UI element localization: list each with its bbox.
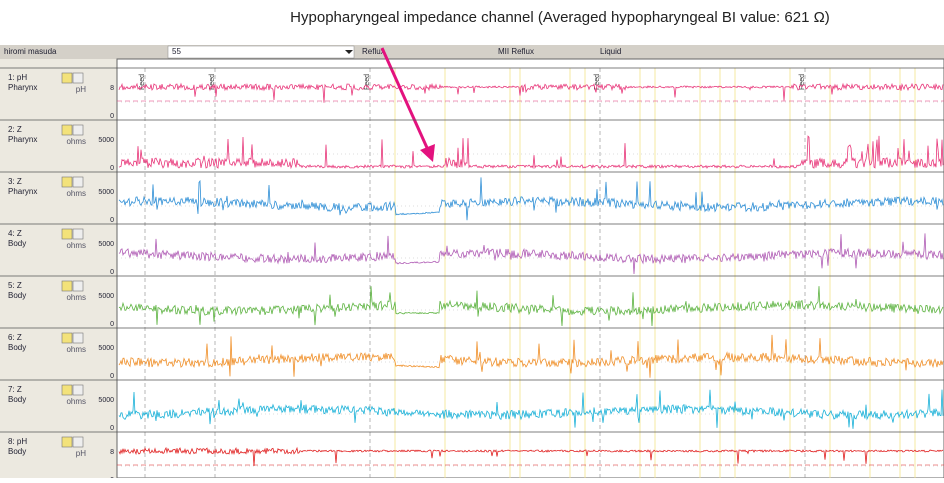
channel-label: 2: Z: [8, 125, 22, 134]
field-value: 55: [172, 47, 181, 56]
feed-label: Feed: [139, 74, 146, 90]
channel-unit: pH: [76, 449, 86, 458]
scale-min: 0: [110, 269, 114, 276]
channel-unit: pH: [76, 85, 86, 94]
feed-label: Feed: [209, 74, 216, 90]
channel-site: Body: [8, 291, 26, 300]
waveform: [118, 177, 944, 221]
arrow-shaft: [380, 47, 430, 151]
channel-icon[interactable]: [61, 72, 73, 84]
dropdown-arrow[interactable]: [345, 50, 353, 54]
channel-site: Pharynx: [8, 83, 37, 92]
channel-site: Body: [8, 239, 26, 248]
waveform: [118, 82, 944, 103]
channel-label: 3: Z: [8, 177, 22, 186]
channel-label: 6: Z: [8, 333, 22, 342]
scale-min: 0: [110, 217, 114, 224]
liquid-label: Liquid: [600, 47, 621, 56]
waveform: [118, 233, 944, 275]
channel-unit: ohms: [66, 397, 86, 406]
channel-button[interactable]: [72, 124, 84, 136]
channel-icon[interactable]: [61, 436, 73, 448]
channel-icon[interactable]: [61, 384, 73, 396]
channel-icon[interactable]: [61, 124, 73, 136]
channel-button[interactable]: [72, 176, 84, 188]
scale-max: 5000: [98, 241, 114, 248]
channel-site: Body: [8, 447, 26, 456]
scale-max: 5000: [98, 293, 114, 300]
channel-label: 1: pH: [8, 73, 27, 82]
channel-label: 5: Z: [8, 281, 22, 290]
arrow-head: [420, 144, 435, 162]
channel-unit: ohms: [66, 241, 86, 250]
scale-max: 8: [110, 85, 114, 92]
waveform: [118, 389, 944, 429]
channel-site: Pharynx: [8, 135, 37, 144]
channel-icon[interactable]: [61, 280, 73, 292]
scale-max: 5000: [98, 137, 114, 144]
waveform: [118, 446, 944, 467]
header-bar: [0, 45, 944, 59]
channel-icon[interactable]: [61, 176, 73, 188]
annotation: Hypopharyngeal impedance channel (Averag…: [290, 9, 830, 26]
channel-label: 4: Z: [8, 229, 22, 238]
scale-min: 0: [110, 113, 114, 120]
channel-label: 7: Z: [8, 385, 22, 394]
waveform: [118, 334, 944, 378]
patient-name: hiromi masuda: [4, 47, 57, 56]
channel-button[interactable]: [72, 332, 84, 344]
channel-unit: ohms: [66, 345, 86, 354]
reflux-label: Reflux: [362, 47, 385, 56]
feed-label: Feed: [799, 74, 806, 90]
channel-unit: ohms: [66, 293, 86, 302]
channel-unit: ohms: [66, 137, 86, 146]
channel-label: 8: pH: [8, 437, 27, 446]
channel-button[interactable]: [72, 72, 84, 84]
scale-min: 0: [110, 425, 114, 432]
channel-site: Body: [8, 395, 26, 404]
channel-site: Pharynx: [8, 187, 37, 196]
scale-max: 5000: [98, 345, 114, 352]
field-box[interactable]: [167, 45, 355, 59]
channel-icon[interactable]: [61, 332, 73, 344]
channel-site: Body: [8, 343, 26, 352]
scale-min: 0: [110, 165, 114, 172]
channel-button[interactable]: [72, 384, 84, 396]
feed-label: Feed: [594, 74, 601, 90]
waveform: [118, 135, 944, 170]
scale-max: 8: [110, 449, 114, 456]
mii-label: MII Reflux: [498, 47, 534, 56]
scale-min: 0: [110, 373, 114, 380]
channel-panel: [0, 59, 117, 478]
channel-icon[interactable]: [61, 228, 73, 240]
waveform: [118, 286, 944, 327]
channel-button[interactable]: [72, 280, 84, 292]
feed-label: Feed: [364, 74, 371, 90]
channel-button[interactable]: [72, 228, 84, 240]
scale-max: 5000: [98, 397, 114, 404]
channel-button[interactable]: [72, 436, 84, 448]
scale-min: 0: [110, 321, 114, 328]
scale-max: 5000: [98, 189, 114, 196]
channel-unit: ohms: [66, 189, 86, 198]
